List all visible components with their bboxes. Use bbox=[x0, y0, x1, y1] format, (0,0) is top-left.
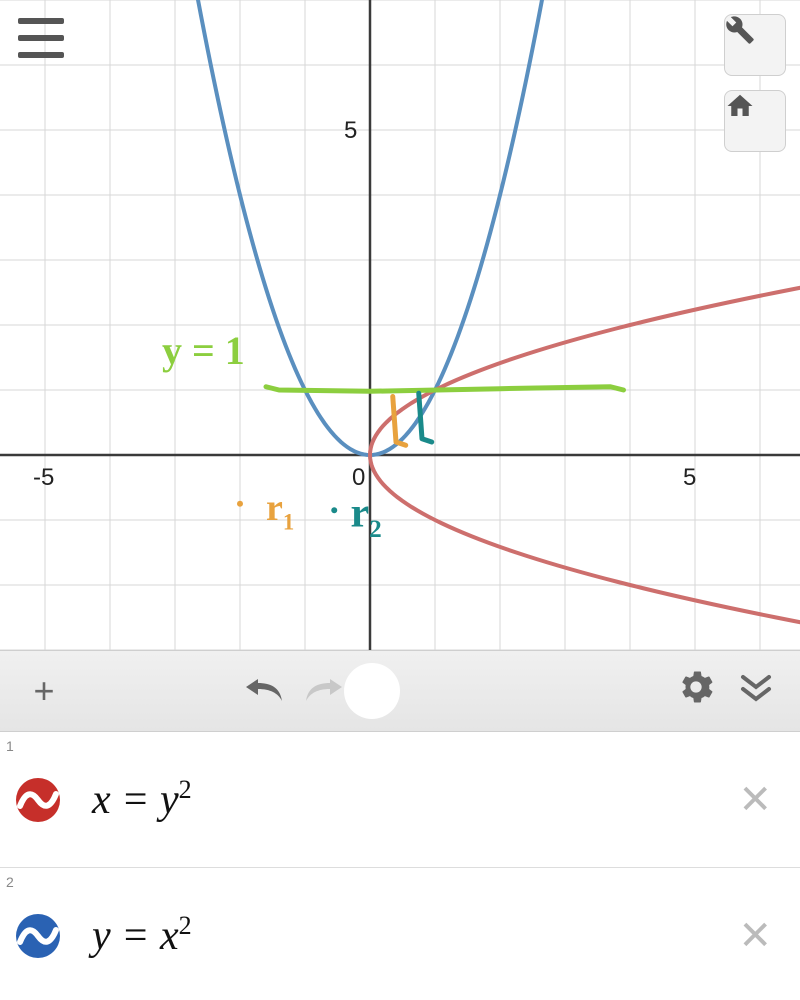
expression-toolbar: + bbox=[0, 650, 800, 732]
svg-text:r2: r2 bbox=[351, 491, 382, 544]
graph-canvas: -5 0 5 5 y = 1 r1 r2 bbox=[0, 0, 800, 650]
graph-area[interactable]: -5 0 5 5 y = 1 r1 r2 bbox=[0, 0, 800, 650]
home-button[interactable] bbox=[724, 90, 786, 152]
expression-row[interactable]: 2 y = x2 ✕ bbox=[0, 868, 800, 1000]
settings-button[interactable] bbox=[666, 670, 726, 713]
expression-formula[interactable]: x = y2 bbox=[92, 775, 192, 824]
wrench-button[interactable] bbox=[724, 14, 786, 76]
home-icon bbox=[725, 91, 755, 121]
svg-text:y = 1: y = 1 bbox=[162, 328, 245, 373]
chevron-double-down-icon bbox=[739, 673, 773, 703]
delete-expression-button[interactable]: ✕ bbox=[738, 777, 772, 823]
redo-icon bbox=[304, 675, 344, 703]
menu-button[interactable] bbox=[18, 18, 64, 58]
expression-list: 1 x = y2 ✕ 2 y = x2 ✕ bbox=[0, 732, 800, 1000]
expression-color-icon[interactable] bbox=[14, 776, 62, 824]
expression-formula[interactable]: y = x2 bbox=[92, 911, 192, 960]
toolbar-indicator bbox=[344, 663, 400, 719]
delete-expression-button[interactable]: ✕ bbox=[738, 913, 772, 959]
svg-text:5: 5 bbox=[344, 117, 357, 144]
collapse-button[interactable] bbox=[726, 670, 786, 712]
undo-button[interactable] bbox=[234, 670, 294, 712]
svg-text:5: 5 bbox=[683, 464, 696, 491]
svg-text:-5: -5 bbox=[33, 464, 54, 491]
expression-color-icon[interactable] bbox=[14, 912, 62, 960]
wrench-icon bbox=[725, 15, 755, 45]
gear-icon bbox=[679, 670, 713, 704]
svg-text:0: 0 bbox=[352, 464, 365, 491]
undo-icon bbox=[244, 675, 284, 703]
svg-text:r1: r1 bbox=[266, 487, 294, 535]
expression-index: 1 bbox=[6, 738, 14, 754]
expression-index: 2 bbox=[6, 874, 14, 890]
add-expression-button[interactable]: + bbox=[14, 670, 74, 712]
expression-row[interactable]: 1 x = y2 ✕ bbox=[0, 732, 800, 868]
